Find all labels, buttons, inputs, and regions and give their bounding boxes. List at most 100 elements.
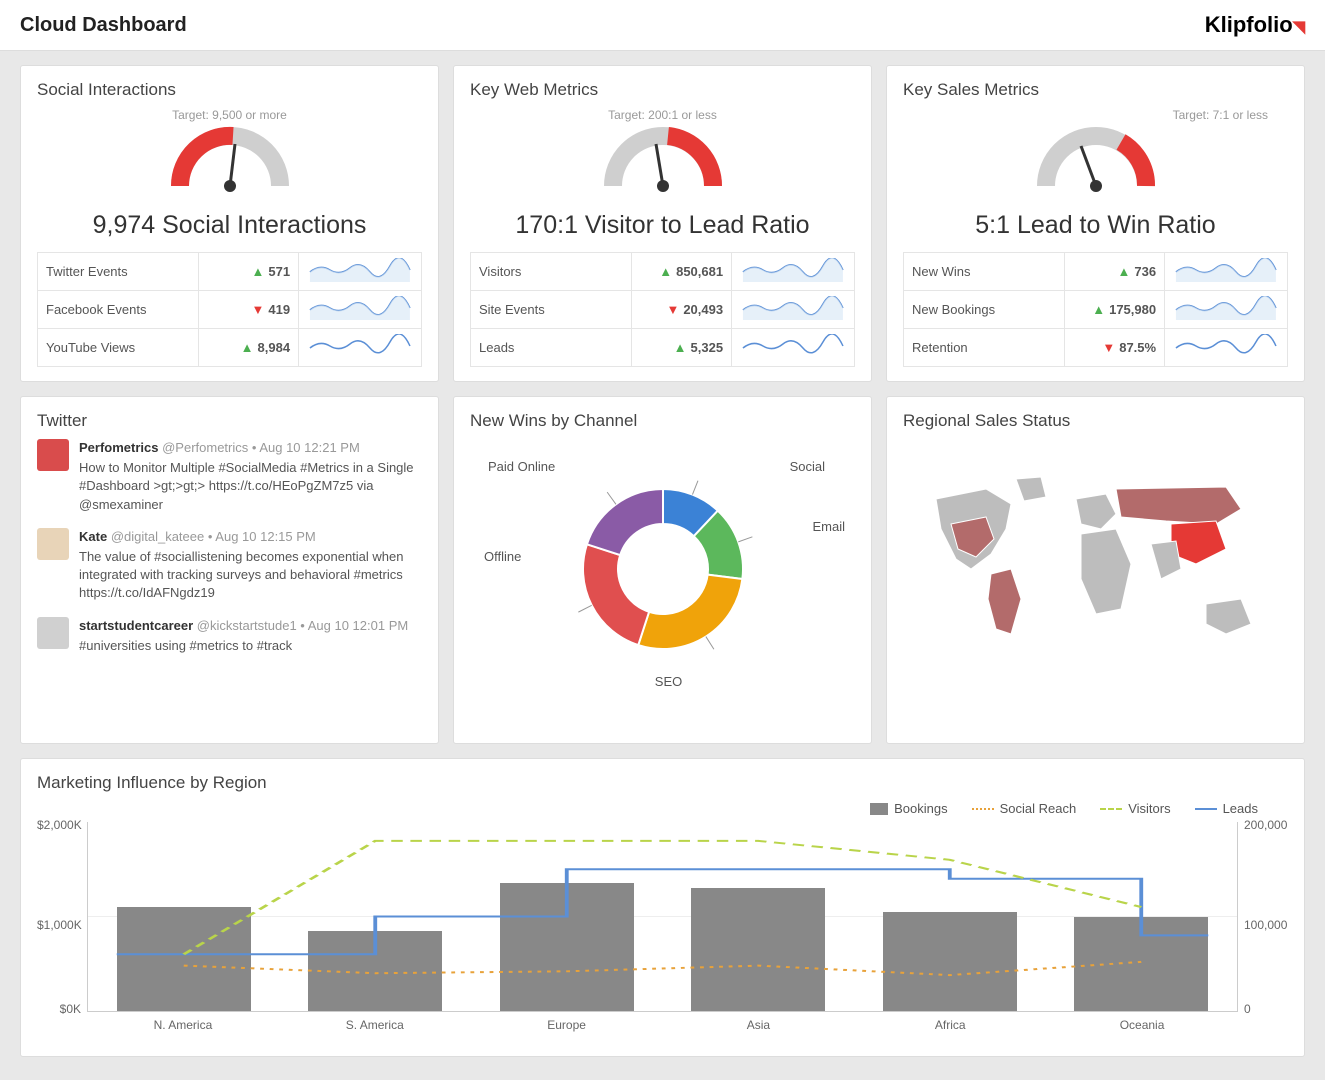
card-social-interactions: Social Interactions Target: 9,500 or mor… [20, 65, 439, 382]
gauge-social [37, 126, 422, 201]
metric-row: New Bookings ▲175,980 [904, 291, 1288, 329]
legend-social-reach: Social Reach [972, 801, 1077, 816]
card-web-metrics: Key Web Metrics Target: 200:1 or less 17… [453, 65, 872, 382]
donut-label-email: Email [812, 519, 845, 534]
x-label: Asia [662, 1018, 854, 1042]
metric-label: Retention [904, 329, 1065, 367]
tweet-handle: @kickstartstude1 • Aug 10 12:01 PM [197, 618, 408, 633]
sparkline [1165, 291, 1288, 329]
card-title: New Wins by Channel [470, 411, 855, 431]
metric-row: New Wins ▲736 [904, 253, 1288, 291]
sparkline [1165, 329, 1288, 367]
metric-label: Leads [471, 329, 632, 367]
donut-chart: Social Email SEO Offline Paid Online [470, 439, 855, 699]
metric-value: ▲571 [199, 253, 299, 291]
tweet[interactable]: startstudentcareer @kickstartstude1 • Au… [37, 617, 416, 655]
tweet-user: Kate [79, 529, 107, 544]
metric-value: ▲736 [1065, 253, 1165, 291]
gauge-web [470, 126, 855, 201]
metric-row: Twitter Events ▲571 [38, 253, 422, 291]
card-sales-metrics: Key Sales Metrics Target: 7:1 or less 5:… [886, 65, 1305, 382]
card-new-wins-channel: New Wins by Channel Social Email SEO Off… [453, 396, 872, 744]
card-title: Social Interactions [37, 80, 422, 100]
sparkline [1165, 253, 1288, 291]
card-title: Marketing Influence by Region [37, 773, 1288, 793]
target-text: Target: 9,500 or more [37, 108, 422, 122]
x-axis: N. AmericaS. AmericaEuropeAsiaAfricaOcea… [87, 1018, 1238, 1042]
metric-label: Twitter Events [38, 253, 199, 291]
tweet-handle: @Perfometrics • Aug 10 12:21 PM [162, 440, 360, 455]
x-label: Africa [854, 1018, 1046, 1042]
sparkline [732, 329, 855, 367]
headline-metric: 9,974 Social Interactions [37, 211, 422, 240]
tweet-user: startstudentcareer [79, 618, 193, 633]
donut-label-paid: Paid Online [488, 459, 555, 474]
sparkline [732, 291, 855, 329]
tweet-handle: @digital_kateee • Aug 10 12:15 PM [111, 529, 316, 544]
metric-row: Leads ▲5,325 [471, 329, 855, 367]
sparkline [299, 253, 422, 291]
tweet-user: Perfometrics [79, 440, 158, 455]
world-map [903, 439, 1288, 699]
avatar [37, 528, 69, 560]
metric-value: ▲8,984 [199, 329, 299, 367]
card-title: Regional Sales Status [903, 411, 1288, 431]
metric-row: Retention ▼87.5% [904, 329, 1288, 367]
donut-label-social: Social [790, 459, 825, 474]
card-regional-sales: Regional Sales Status [886, 396, 1305, 744]
tweet[interactable]: Kate @digital_kateee • Aug 10 12:15 PM T… [37, 528, 416, 603]
metric-table-sales: New Wins ▲736 New Bookings ▲175,980 Rete… [903, 252, 1288, 367]
legend-visitors: Visitors [1100, 801, 1170, 816]
card-title: Key Sales Metrics [903, 80, 1288, 100]
target-text: Target: 7:1 or less [903, 108, 1288, 122]
donut-label-seo: SEO [655, 674, 682, 689]
avatar [37, 617, 69, 649]
metric-row: Facebook Events ▼419 [38, 291, 422, 329]
gauge-sales [903, 126, 1288, 201]
tweet[interactable]: Perfometrics @Perfometrics • Aug 10 12:2… [37, 439, 416, 514]
card-title: Twitter [37, 411, 422, 431]
sparkline [299, 291, 422, 329]
metric-value: ▼419 [199, 291, 299, 329]
metric-value: ▲175,980 [1065, 291, 1165, 329]
metric-label: Visitors [471, 253, 632, 291]
x-label: Europe [471, 1018, 663, 1042]
avatar [37, 439, 69, 471]
tweet-body: How to Monitor Multiple #SocialMedia #Me… [79, 459, 416, 514]
metric-value: ▼20,493 [632, 291, 732, 329]
metric-value: ▲5,325 [632, 329, 732, 367]
x-label: Oceania [1046, 1018, 1238, 1042]
x-label: S. America [279, 1018, 471, 1042]
sparkline [732, 253, 855, 291]
plot-area [87, 822, 1238, 1012]
tweet-body: #universities using #metrics to #track [79, 637, 408, 655]
legend-bookings: Bookings [870, 801, 947, 816]
card-marketing-influence: Marketing Influence by Region Bookings S… [20, 758, 1305, 1057]
metric-label: Site Events [471, 291, 632, 329]
header: Cloud Dashboard Klipfolio◥ [0, 0, 1325, 51]
metric-row: Site Events ▼20,493 [471, 291, 855, 329]
sparkline [299, 329, 422, 367]
card-twitter: Twitter Perfometrics @Perfometrics • Aug… [20, 396, 439, 744]
tweet-body: The value of #sociallistening becomes ex… [79, 548, 416, 603]
metric-row: YouTube Views ▲8,984 [38, 329, 422, 367]
headline-metric: 170:1 Visitor to Lead Ratio [470, 211, 855, 240]
logo: Klipfolio◥ [1205, 12, 1305, 38]
combo-chart: $0K $1,000K $2,000K 0 100,000 200,000 N.… [87, 822, 1238, 1042]
metric-value: ▼87.5% [1065, 329, 1165, 367]
x-label: N. America [87, 1018, 279, 1042]
metric-table-web: Visitors ▲850,681 Site Events ▼20,493 Le… [470, 252, 855, 367]
metric-label: New Wins [904, 253, 1065, 291]
y-axis-left: $0K $1,000K $2,000K [37, 822, 85, 1042]
legend-leads: Leads [1195, 801, 1258, 816]
metric-label: New Bookings [904, 291, 1065, 329]
headline-metric: 5:1 Lead to Win Ratio [903, 211, 1288, 240]
twitter-feed[interactable]: Perfometrics @Perfometrics • Aug 10 12:2… [37, 439, 422, 729]
target-text: Target: 200:1 or less [470, 108, 855, 122]
metric-label: Facebook Events [38, 291, 199, 329]
metric-row: Visitors ▲850,681 [471, 253, 855, 291]
card-title: Key Web Metrics [470, 80, 855, 100]
metric-table-social: Twitter Events ▲571 Facebook Events ▼419… [37, 252, 422, 367]
page-title: Cloud Dashboard [20, 14, 187, 37]
metric-value: ▲850,681 [632, 253, 732, 291]
